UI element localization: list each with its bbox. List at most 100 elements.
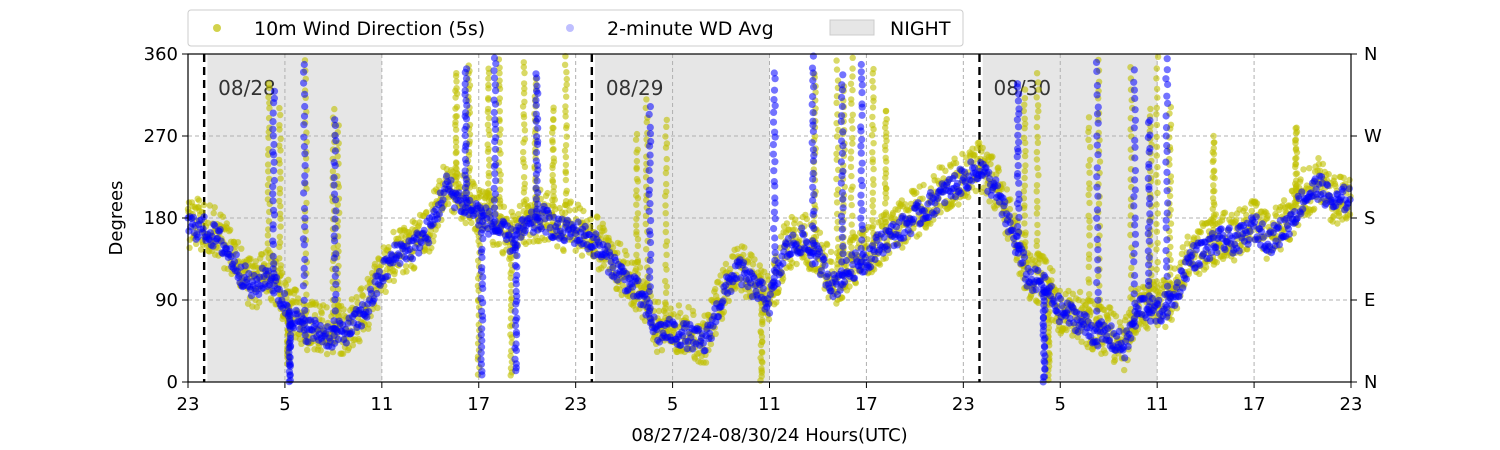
point-avg <box>581 222 589 230</box>
spike-point-avg <box>270 176 278 185</box>
spike-point-5s <box>1086 224 1093 231</box>
spike-point-5s <box>1209 173 1217 181</box>
point-5s <box>1202 264 1210 271</box>
point-5s <box>1319 160 1327 168</box>
spike-point-avg <box>301 214 309 222</box>
spike-point-avg <box>490 74 499 82</box>
spike-point-5s <box>563 122 570 129</box>
spike-point-avg <box>300 264 308 272</box>
point-avg <box>1034 266 1042 275</box>
point-5s <box>390 228 397 236</box>
point-5s <box>402 263 410 270</box>
point-5s <box>1162 323 1169 331</box>
point-avg <box>777 269 785 277</box>
spike-point-5s <box>870 94 877 101</box>
spike-point-avg <box>490 204 499 212</box>
point-5s <box>428 244 435 252</box>
point-5s <box>200 201 208 209</box>
point-avg <box>765 309 774 317</box>
point-avg <box>994 182 1002 190</box>
point-5s <box>793 260 800 268</box>
spike-point-avg <box>300 326 308 334</box>
point-avg <box>1005 212 1013 220</box>
spike-point-5s <box>1153 111 1160 118</box>
point-avg <box>707 334 715 342</box>
spike-point-5s <box>549 137 556 144</box>
point-5s <box>751 256 758 263</box>
spike-point-5s <box>485 81 492 89</box>
spike-point-5s <box>520 80 528 87</box>
point-5s <box>495 240 503 248</box>
spike-point-5s <box>521 121 528 128</box>
spike-point-5s <box>633 201 640 208</box>
spike-point-5s <box>633 164 640 171</box>
spike-point-5s <box>663 180 670 188</box>
point-5s <box>717 272 724 279</box>
spike-point-5s <box>550 116 557 124</box>
spike-point-avg <box>477 349 485 357</box>
spike-point-5s <box>484 121 492 128</box>
spike-point-avg <box>270 87 279 95</box>
spike-point-avg <box>491 154 499 162</box>
spike-point-avg <box>301 223 309 231</box>
spike-point-avg <box>331 215 339 223</box>
point-5s <box>1273 212 1280 220</box>
point-5s <box>1076 288 1084 296</box>
point-avg <box>867 263 875 271</box>
point-5s <box>1043 258 1050 265</box>
point-avg <box>396 259 404 267</box>
point-5s <box>359 292 367 300</box>
spike-point-5s <box>833 57 840 64</box>
point-5s <box>285 276 292 283</box>
spike-point-5s <box>848 96 855 103</box>
point-5s <box>587 216 594 223</box>
point-5s <box>1253 200 1261 207</box>
spike-point-5s <box>276 104 283 112</box>
point-5s <box>999 181 1007 188</box>
spike-point-5s <box>277 111 284 119</box>
spike-point-5s <box>1096 158 1104 165</box>
point-5s <box>1049 267 1056 275</box>
spike-point-5s <box>870 65 877 73</box>
point-5s <box>949 201 956 208</box>
spike-point-5s <box>1033 123 1041 131</box>
spike-point-avg <box>301 255 309 264</box>
spike-point-5s <box>869 202 876 210</box>
point-5s <box>707 340 715 348</box>
point-avg <box>671 321 679 329</box>
spike-point-5s <box>1128 264 1135 272</box>
spike-point-avg <box>513 263 521 271</box>
point-5s <box>756 262 763 269</box>
point-avg <box>738 281 746 289</box>
spike-point-avg <box>331 147 339 155</box>
spike-point-5s <box>1086 242 1094 249</box>
point-avg <box>226 245 234 253</box>
point-avg <box>1032 286 1040 294</box>
point-5s <box>619 282 626 289</box>
spike-point-avg <box>299 282 307 290</box>
spike-point-5s <box>1085 251 1093 258</box>
point-5s <box>1197 229 1205 236</box>
point-avg <box>634 277 642 285</box>
point-5s <box>749 261 757 268</box>
spike-point-avg <box>269 237 277 245</box>
point-5s <box>219 213 227 220</box>
point-5s <box>423 208 430 216</box>
point-5s <box>876 261 884 268</box>
spike-point-5s <box>1033 237 1041 245</box>
spike-point-avg <box>299 235 307 243</box>
spike-point-5s <box>663 140 671 147</box>
spike-point-avg <box>301 306 309 314</box>
spike-point-5s <box>520 148 527 156</box>
spike-point-avg <box>492 134 500 142</box>
spike-point-avg <box>331 224 339 232</box>
spike-point-avg <box>646 159 654 167</box>
spike-point-5s <box>485 180 492 187</box>
spike-point-5s <box>1210 139 1218 146</box>
spike-point-5s <box>663 251 670 258</box>
spike-point-avg <box>332 280 340 288</box>
spike-point-5s <box>870 209 877 216</box>
point-5s <box>1231 257 1238 264</box>
spike-point-avg <box>534 124 542 132</box>
spike-point-5s <box>1034 251 1041 258</box>
